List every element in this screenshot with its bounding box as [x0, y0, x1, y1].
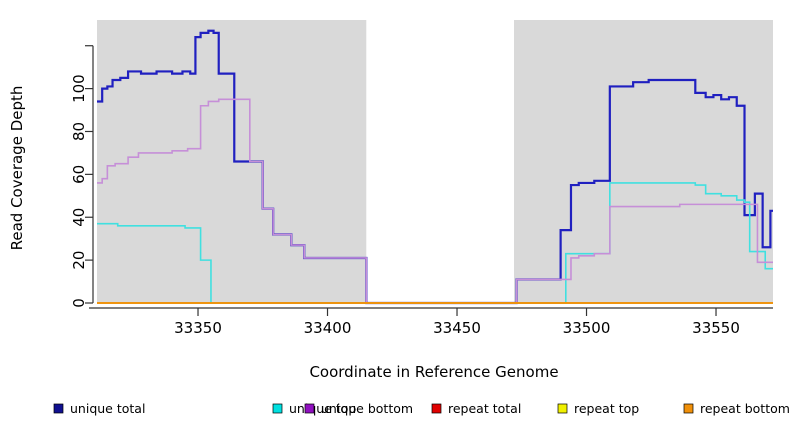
legend-item-repeat-total[interactable]: repeat total	[431, 401, 521, 416]
legend-swatch-unique-total	[53, 403, 64, 414]
y-axis-title: Read Coverage Depth	[8, 86, 26, 251]
y-tick-label-20: 20	[70, 251, 88, 270]
legend-label-repeat-top: repeat top	[574, 401, 639, 416]
legend-swatch-repeat-bottom	[683, 403, 694, 414]
x-tick-label-33350: 33350	[174, 319, 222, 337]
legend-label-unique-bottom: unique bottom	[321, 401, 413, 416]
legend-swatch-unique-bottom	[304, 403, 315, 414]
x-tick-label-33550: 33550	[692, 319, 740, 337]
x-tick-label-33400: 33400	[304, 319, 352, 337]
legend-item-unique-bottom[interactable]: unique bottom	[304, 401, 413, 416]
legend-label-unique-total: unique total	[70, 401, 145, 416]
y-tick-label-80: 80	[70, 122, 88, 141]
y-tick-label-60: 60	[70, 165, 88, 184]
data-series-layer	[97, 29, 773, 305]
legend-swatch-repeat-top	[557, 403, 568, 414]
legend-label-repeat-bottom: repeat bottom	[700, 401, 790, 416]
y-tick-label-40: 40	[70, 208, 88, 227]
plot-region-2	[513, 20, 773, 303]
axis-labels-layer: 0 20 40 60 80 100 33350 33400 33450 33500 33550	[70, 74, 740, 337]
x-tick-label-33500: 33500	[563, 319, 611, 337]
legend-label-repeat-total: repeat total	[448, 401, 521, 416]
y-tick-label-100: 100	[70, 74, 88, 103]
x-axis-title: Coordinate in Reference Genome	[309, 363, 558, 381]
plot-region-0	[97, 20, 367, 303]
series-unique-bottom	[97, 98, 773, 304]
legend-swatch-repeat-total	[431, 403, 442, 414]
plot-region-1	[366, 20, 514, 303]
legend-item-unique-total[interactable]: unique total	[53, 401, 145, 416]
legend-item-repeat-top[interactable]: repeat top	[557, 401, 639, 416]
x-tick-label-33450: 33450	[433, 319, 481, 337]
legend-item-repeat-bottom[interactable]: repeat bottom	[683, 401, 790, 416]
legend-swatch-unique-top	[272, 403, 283, 414]
y-tick-label-0: 0	[70, 298, 88, 308]
axes-layer	[85, 45, 773, 316]
plot-shaded-regions	[97, 20, 773, 303]
